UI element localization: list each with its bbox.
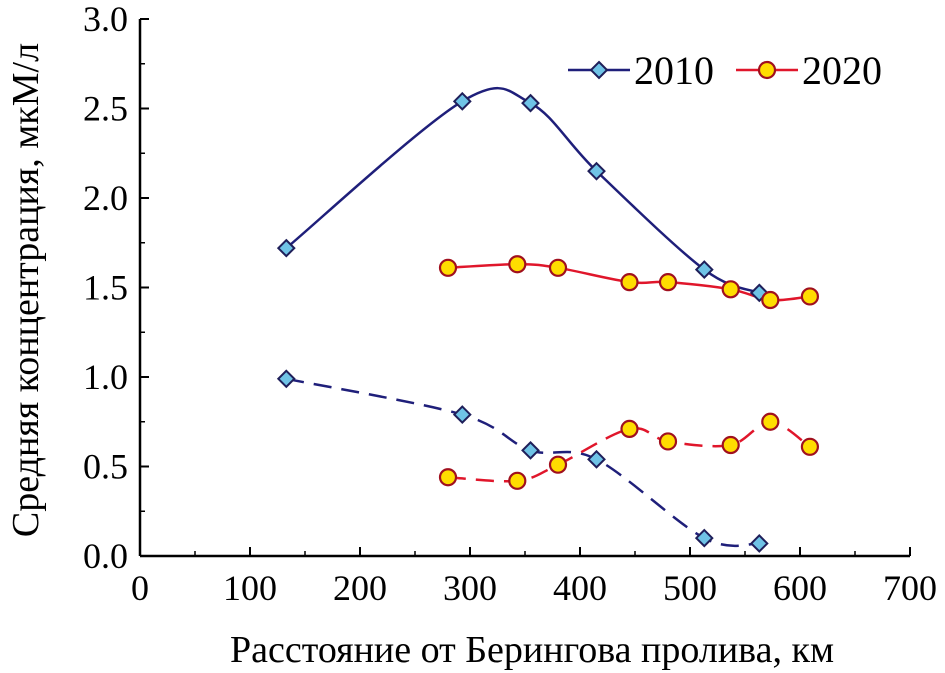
x-tick-labels: 0 100 200 300 400 500 600 700 — [131, 568, 937, 608]
y-tick-labels: 0.0 0.5 1.0 1.5 2.0 2.5 3.0 — [83, 0, 128, 576]
data-point-2020-solid — [438, 258, 458, 277]
data-point-2020-dashed — [658, 432, 678, 451]
y-tick-label: 3.0 — [83, 0, 128, 39]
data-point-2020-dashed — [438, 468, 458, 487]
data-point-2010-dashed — [587, 449, 606, 469]
data-point-2010-solid — [694, 260, 714, 280]
x-tick-label: 600 — [773, 568, 827, 608]
data-point-2010-dashed — [452, 405, 472, 425]
axes — [138, 18, 911, 558]
data-point-2020-solid — [620, 273, 639, 292]
y-tick-label: 2.0 — [83, 178, 128, 218]
data-point-2010-dashed — [521, 440, 540, 460]
y-tick-label: 1.5 — [83, 268, 128, 308]
x-tick-label: 0 — [131, 568, 149, 608]
x-tick-label: 700 — [883, 568, 937, 608]
legend-marker-2020 — [757, 60, 777, 80]
x-axis-title: Расстояние от Берингова пролива, км — [230, 629, 834, 671]
data-point-2020-dashed — [721, 435, 740, 455]
data-point-2020-dashed — [548, 455, 568, 474]
x-tick-label: 500 — [663, 568, 717, 608]
legend-label-2010: 2010 — [634, 48, 714, 93]
x-tick-label: 100 — [223, 568, 277, 608]
data-point-2010-solid — [521, 93, 540, 113]
data-point-2020-solid — [548, 258, 568, 277]
legend-marker-2010 — [589, 60, 609, 80]
y-tick-label: 0.0 — [83, 536, 128, 576]
legend: 2010 2020 — [568, 48, 882, 93]
y-tick-label: 1.0 — [83, 357, 128, 397]
data-point-2020-dashed — [800, 437, 820, 456]
data-point-2020-dashed — [761, 412, 780, 431]
data-point-2020-solid — [508, 255, 527, 274]
legend-label-2020: 2020 — [802, 48, 882, 93]
data-point-2020-solid — [721, 280, 740, 299]
y-tick-label: 0.5 — [83, 447, 128, 487]
data-point-2020-dashed — [620, 419, 639, 439]
y-axis-title: Средняя концентрация, мкМ/л — [5, 43, 47, 537]
data-point-2010-solid — [452, 91, 472, 111]
x-tick-label: 400 — [553, 568, 607, 608]
data-point-2020-solid — [761, 290, 780, 310]
data-point-2010-dashed — [694, 528, 714, 548]
data-point-2020-solid — [800, 287, 820, 306]
data-point-2010-solid — [587, 161, 606, 181]
x-tick-label: 300 — [443, 568, 497, 608]
data-point-2010-dashed — [276, 369, 296, 389]
data-point-2010-solid — [276, 238, 296, 258]
x-tick-label: 200 — [333, 568, 387, 608]
data-point-2020-dashed — [508, 471, 527, 490]
plot-markers — [276, 91, 820, 553]
data-point-2010-dashed — [749, 534, 769, 553]
y-tick-label: 2.5 — [83, 89, 128, 129]
data-point-2020-solid — [658, 273, 678, 292]
